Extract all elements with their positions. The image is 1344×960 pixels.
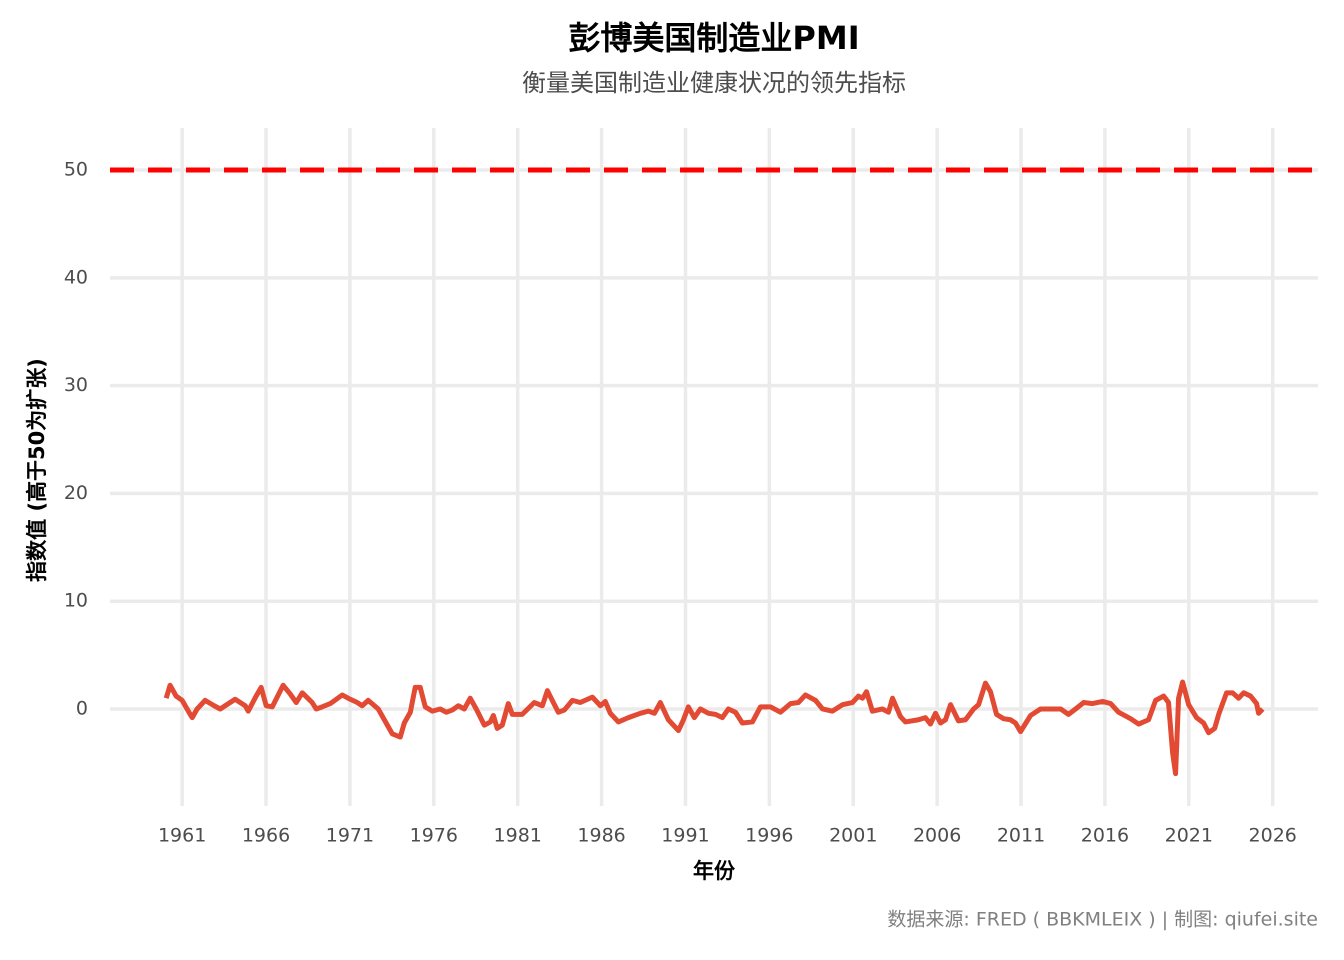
chart-title: 彭博美国制造业PMI bbox=[568, 19, 859, 57]
x-tick-label: 2016 bbox=[1081, 825, 1129, 847]
x-tick-label: 2001 bbox=[829, 825, 877, 847]
x-tick-label: 2006 bbox=[913, 825, 961, 847]
x-tick-label: 1991 bbox=[661, 825, 709, 847]
y-tick-label: 50 bbox=[64, 159, 88, 181]
x-tick-label: 2026 bbox=[1249, 825, 1297, 847]
y-axis-label: 指数值 (高于50为扩张) bbox=[25, 358, 49, 582]
x-tick-label: 1971 bbox=[326, 825, 374, 847]
x-axis-label: 年份 bbox=[693, 859, 736, 883]
x-tick-label: 1966 bbox=[242, 825, 290, 847]
x-tick-label: 1981 bbox=[494, 825, 542, 847]
caption: 数据来源: FRED ( BBKMLEIX ) | 制图: qiufei.sit… bbox=[887, 909, 1318, 931]
x-tick-label: 2021 bbox=[1165, 825, 1213, 847]
x-tick-label: 1986 bbox=[577, 825, 625, 847]
y-tick-label: 10 bbox=[64, 590, 88, 612]
data-line bbox=[163, 679, 1265, 777]
y-tick-label: 0 bbox=[76, 697, 88, 719]
x-tick-label: 1996 bbox=[745, 825, 793, 847]
y-tick-label: 40 bbox=[64, 266, 88, 288]
x-tick-label: 1976 bbox=[410, 825, 458, 847]
y-tick-label: 20 bbox=[64, 482, 88, 504]
chart-subtitle: 衡量美国制造业健康状况的领先指标 bbox=[522, 69, 906, 97]
x-tick-label: 2011 bbox=[997, 825, 1045, 847]
y-tick-label: 30 bbox=[64, 374, 88, 396]
x-tick-label: 1961 bbox=[158, 825, 206, 847]
